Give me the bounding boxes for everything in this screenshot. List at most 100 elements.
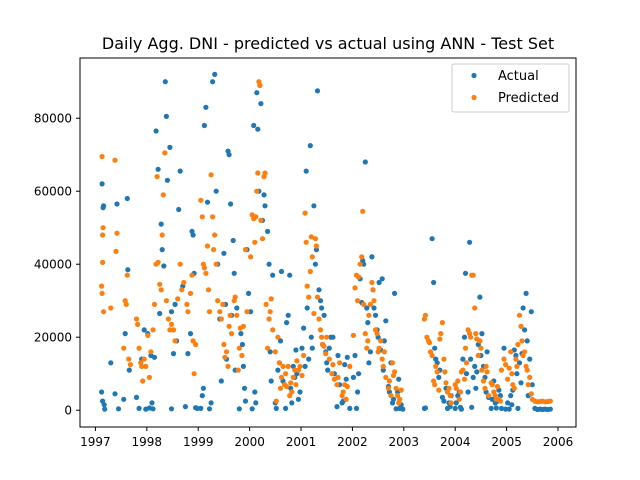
predicted-point [167,327,173,333]
actual-point [301,325,307,331]
legend-box [451,63,570,113]
predicted-point [253,214,259,220]
predicted-point [101,309,107,315]
predicted-point [184,301,190,307]
actual-point [112,391,118,397]
predicted-point [369,279,375,286]
predicted-point [265,345,271,351]
predicted-point [143,363,149,369]
actual-point [312,261,318,267]
predicted-point [483,363,489,369]
predicted-point [393,385,399,391]
actual-point [125,267,131,273]
predicted-point [139,363,145,369]
predicted-point [212,232,218,238]
predicted-point [158,287,164,293]
actual-point [458,406,464,412]
actual-point [254,90,260,96]
actual-point [316,287,322,293]
predicted-point [187,290,194,296]
predicted-point [429,352,435,359]
predicted-point [314,294,321,300]
actual-point [114,201,120,207]
actual-point [267,349,273,355]
predicted-point [489,382,495,388]
actual-point [441,398,447,404]
predicted-point [163,298,169,304]
actual-point [208,400,214,406]
predicted-point [494,383,500,390]
actual-point [461,334,468,340]
actual-point [303,168,309,174]
predicted-point [371,298,377,304]
predicted-point [210,214,216,220]
x-tick-label: 2005 [491,435,522,449]
predicted-point [285,363,291,369]
actual-point [201,122,207,129]
actual-point [390,396,397,402]
actual-point [366,360,372,366]
predicted-point [365,338,371,344]
predicted-point [172,338,178,344]
predicted-point [159,232,165,238]
predicted-point [374,331,380,337]
predicted-point [478,345,484,351]
predicted-point [511,385,517,391]
predicted-point [259,236,266,242]
actual-point [273,405,279,411]
predicted-point [316,316,322,322]
actual-point [383,318,389,324]
predicted-point [114,230,120,236]
actual-point [365,320,371,326]
predicted-point [301,352,307,359]
actual-point [163,113,169,119]
predicted-point [460,367,466,373]
predicted-point [208,172,214,178]
actual-point [453,400,459,406]
actual-point [516,360,523,366]
predicted-point [308,234,314,240]
predicted-point [218,316,224,322]
predicted-point [501,356,507,362]
predicted-point [297,363,303,369]
actual-point [317,298,324,304]
actual-point [313,247,319,253]
actual-point [126,367,132,373]
predicted-point [227,312,233,318]
predicted-point [189,272,195,278]
y-tick-label: 40000 [34,258,72,272]
predicted-point [263,301,269,307]
actual-point [203,104,209,110]
actual-point [246,290,252,296]
predicted-point [364,345,370,351]
predicted-point [123,301,129,307]
actual-point [326,345,332,351]
actual-point [253,400,259,406]
predicted-point [455,378,461,384]
actual-point [287,272,293,278]
actual-point [520,305,526,311]
predicted-point [436,387,442,393]
predicted-point [229,331,235,337]
actual-point [465,389,471,395]
predicted-point [146,374,152,380]
predicted-point [527,374,533,380]
actual-point [362,159,368,165]
actual-point [149,400,155,406]
y-tick-label: 0 [64,404,72,418]
predicted-point [426,340,433,346]
predicted-point [215,298,221,304]
predicted-point [352,285,358,291]
predicted-point [277,385,284,391]
predicted-point [160,192,166,198]
actual-point [277,338,284,344]
predicted-point [294,358,300,364]
predicted-point [201,265,207,271]
actual-point [248,309,254,315]
x-tick-label: 1997 [80,435,111,449]
actual-point [249,406,255,412]
predicted-point [519,338,525,344]
predicted-point [199,214,205,220]
y-tick-label: 60000 [34,185,72,199]
actual-point [484,349,490,355]
